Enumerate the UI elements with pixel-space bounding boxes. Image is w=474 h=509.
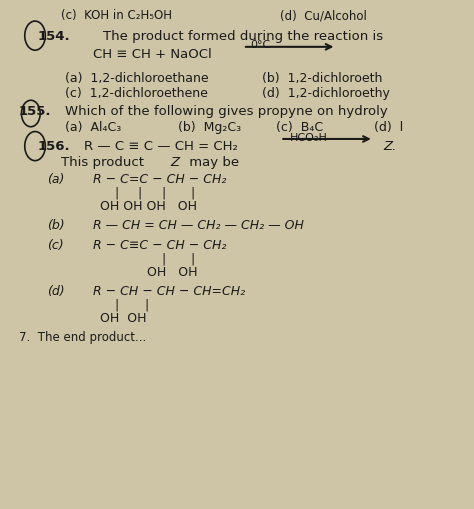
Text: (d): (d) [47,285,64,298]
Text: |: | [191,253,195,266]
Text: (c)  KOH in C₂H₅OH: (c) KOH in C₂H₅OH [61,9,172,22]
Text: (d)  Cu/Alcohol: (d) Cu/Alcohol [280,9,367,22]
Text: R − CH − CH − CH=CH₂: R − CH − CH − CH=CH₂ [93,285,246,298]
Text: (a)  1,2-dichloroethane: (a) 1,2-dichloroethane [65,72,209,86]
Text: (b): (b) [47,219,64,232]
Text: Z: Z [171,156,180,169]
Text: R − C=C − CH − CH₂: R − C=C − CH − CH₂ [93,173,227,186]
Text: |: | [114,299,118,312]
Text: (c)  1,2-dichloroethene: (c) 1,2-dichloroethene [65,87,208,100]
Text: may be: may be [184,156,238,169]
Text: |: | [191,187,195,200]
Text: (c): (c) [47,239,64,252]
Text: 156.: 156. [37,140,70,153]
Text: (d)  1,2-dichloroethy: (d) 1,2-dichloroethy [262,87,390,100]
Text: Z.: Z. [383,140,396,153]
Text: 7.  The end product...: 7. The end product... [18,331,146,344]
Text: |: | [161,187,165,200]
Text: R — CH = CH — CH₂ — CH₂ — OH: R — CH = CH — CH₂ — CH₂ — OH [93,219,304,232]
Text: 155.: 155. [18,105,51,119]
Text: 154.: 154. [37,30,70,43]
Text: (a)  Al₄C₃: (a) Al₄C₃ [65,121,122,134]
Text: (b)  Mg₂C₃: (b) Mg₂C₃ [178,121,241,134]
Text: OH   OH: OH OH [147,266,198,279]
Text: R — C ≡ C — CH = CH₂: R — C ≡ C — CH = CH₂ [84,140,238,153]
Text: |: | [138,187,142,200]
Text: OH OH OH   OH: OH OH OH OH [100,200,198,213]
Text: 0°C: 0°C [250,40,270,50]
Text: (c)  B₄C: (c) B₄C [275,121,323,134]
Text: R − C≡C − CH − CH₂: R − C≡C − CH − CH₂ [93,239,227,252]
Text: (d)  l: (d) l [374,121,403,134]
Text: (b)  1,2-dichloroeth: (b) 1,2-dichloroeth [262,72,382,86]
Text: OH  OH: OH OH [100,312,147,325]
Text: (a): (a) [47,173,64,186]
Text: |: | [114,187,118,200]
Text: HCO₃H: HCO₃H [290,133,328,144]
Text: |: | [161,253,165,266]
Text: Which of the following gives propyne on hydroly: Which of the following gives propyne on … [65,105,388,119]
Text: CH ≡ CH + NaOCl: CH ≡ CH + NaOCl [93,48,212,61]
Text: This product: This product [61,156,148,169]
Text: The product formed during the reaction is: The product formed during the reaction i… [103,30,383,43]
Text: |: | [144,299,148,312]
